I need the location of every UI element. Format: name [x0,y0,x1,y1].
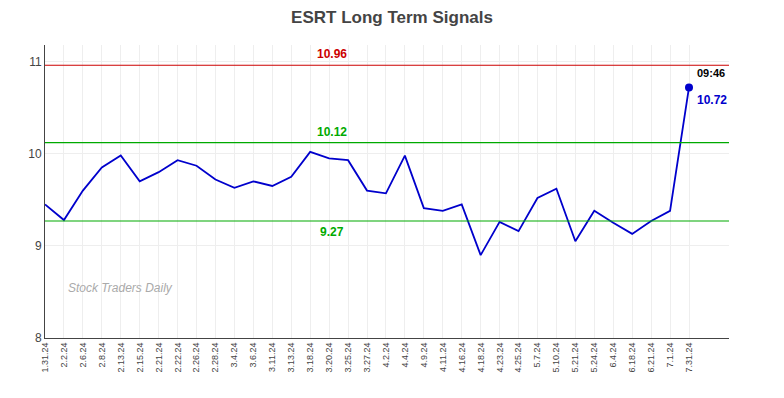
svg-text:4.2.24: 4.2.24 [381,343,391,368]
svg-text:5.10.24: 5.10.24 [551,343,561,373]
svg-text:4.23.24: 4.23.24 [495,343,505,373]
svg-text:3.25.24: 3.25.24 [343,343,353,373]
svg-text:4.16.24: 4.16.24 [457,343,467,373]
svg-text:3.20.24: 3.20.24 [324,343,334,373]
svg-text:3.6.24: 3.6.24 [248,343,258,368]
svg-text:6.21.24: 6.21.24 [646,343,656,373]
svg-text:4.9.24: 4.9.24 [419,343,429,368]
svg-text:7.1.24: 7.1.24 [665,343,675,368]
svg-text:10.12: 10.12 [317,125,347,139]
svg-text:2.2.24: 2.2.24 [59,343,69,368]
svg-text:3.4.24: 3.4.24 [229,343,239,368]
svg-text:1.31.24: 1.31.24 [40,343,50,373]
svg-text:11: 11 [29,55,42,69]
svg-text:8: 8 [35,331,42,345]
svg-text:3.11.24: 3.11.24 [267,343,277,372]
svg-text:5.24.24: 5.24.24 [589,343,599,373]
svg-text:6.4.24: 6.4.24 [608,343,618,368]
svg-text:10.72: 10.72 [697,93,727,107]
svg-text:7.31.24: 7.31.24 [684,343,694,373]
svg-text:3.13.24: 3.13.24 [286,343,296,373]
svg-text:09:46: 09:46 [697,67,725,79]
svg-text:4.18.24: 4.18.24 [476,343,486,373]
svg-text:10.96: 10.96 [317,47,347,61]
svg-text:3.18.24: 3.18.24 [305,343,315,373]
svg-text:2.13.24: 2.13.24 [116,343,126,373]
svg-text:2.28.24: 2.28.24 [210,343,220,373]
svg-text:Stock Traders Daily: Stock Traders Daily [68,281,173,295]
svg-text:2.6.24: 2.6.24 [78,343,88,368]
svg-text:5.7.24: 5.7.24 [532,343,542,368]
svg-text:2.21.24: 2.21.24 [154,343,164,373]
svg-text:5.21.24: 5.21.24 [570,343,580,373]
svg-text:6.18.24: 6.18.24 [627,343,637,373]
svg-text:2.8.24: 2.8.24 [97,343,107,368]
svg-text:ESRT Long Term Signals: ESRT Long Term Signals [291,8,493,27]
svg-text:2.22.24: 2.22.24 [173,343,183,373]
svg-text:9: 9 [35,239,42,253]
svg-text:9.27: 9.27 [320,225,344,239]
svg-text:2.15.24: 2.15.24 [135,343,145,373]
svg-text:4.4.24: 4.4.24 [400,343,410,368]
svg-text:4.11.24: 4.11.24 [438,343,448,372]
svg-text:3.27.24: 3.27.24 [362,343,372,373]
svg-text:2.26.24: 2.26.24 [191,343,201,373]
svg-text:4.25.24: 4.25.24 [513,343,523,373]
svg-text:10: 10 [28,147,42,161]
